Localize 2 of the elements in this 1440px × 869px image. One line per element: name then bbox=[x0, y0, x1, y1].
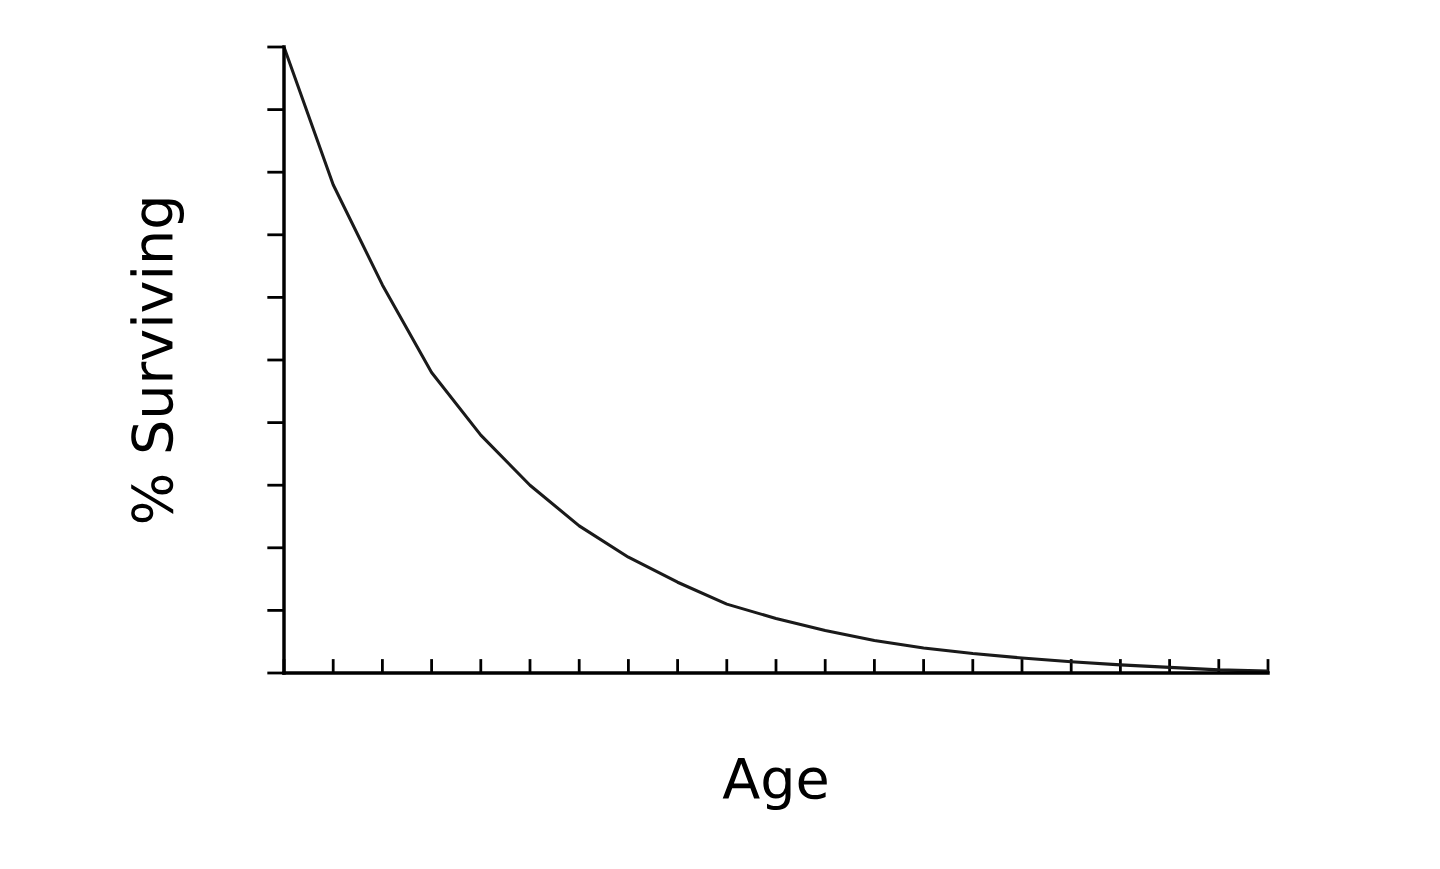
x-axis-title: Age bbox=[722, 758, 827, 811]
y-axis-title: % Surviving bbox=[130, 199, 184, 523]
